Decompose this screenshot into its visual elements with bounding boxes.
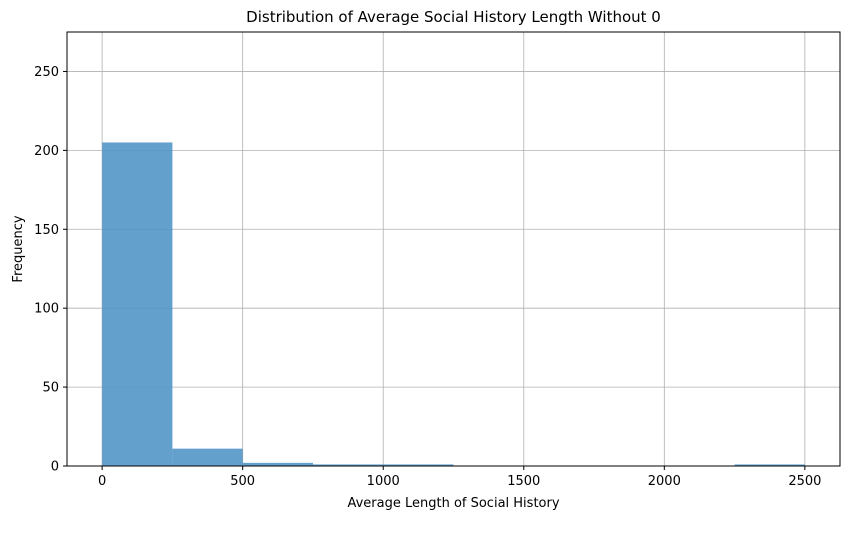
histogram-bars xyxy=(102,142,805,467)
histogram-bar xyxy=(242,462,313,466)
y-tick-label: 100 xyxy=(34,302,59,317)
x-tick-label: 2000 xyxy=(648,474,681,489)
y-axis-label: Frequency xyxy=(11,215,26,282)
x-axis-label: Average Length of Social History xyxy=(347,496,559,511)
plot-frame xyxy=(66,31,841,467)
y-tick-label: 0 xyxy=(51,460,59,475)
y-tick-label: 150 xyxy=(34,223,59,238)
histogram-bar xyxy=(312,464,384,466)
y-tick-label: 250 xyxy=(34,65,59,80)
x-tick-label: 500 xyxy=(230,474,255,489)
histogram-bar xyxy=(172,448,243,466)
grid-lines xyxy=(67,32,840,467)
x-tick-label: 2500 xyxy=(788,474,821,489)
histogram-bar xyxy=(102,142,173,467)
chart-title: Distribution of Average Social History L… xyxy=(246,8,661,26)
x-tick-label: 1000 xyxy=(367,474,400,489)
x-tick-label: 1500 xyxy=(507,474,540,489)
x-axis-ticks: 0 500 1000 1500 2000 2500 xyxy=(98,466,821,489)
histogram-bar xyxy=(383,464,454,466)
x-tick-label: 0 xyxy=(98,474,106,489)
histogram-bar xyxy=(734,464,805,466)
y-tick-label: 50 xyxy=(42,381,59,396)
y-axis-ticks: 0 50 100 150 200 250 xyxy=(34,65,67,475)
y-tick-label: 200 xyxy=(34,144,59,159)
